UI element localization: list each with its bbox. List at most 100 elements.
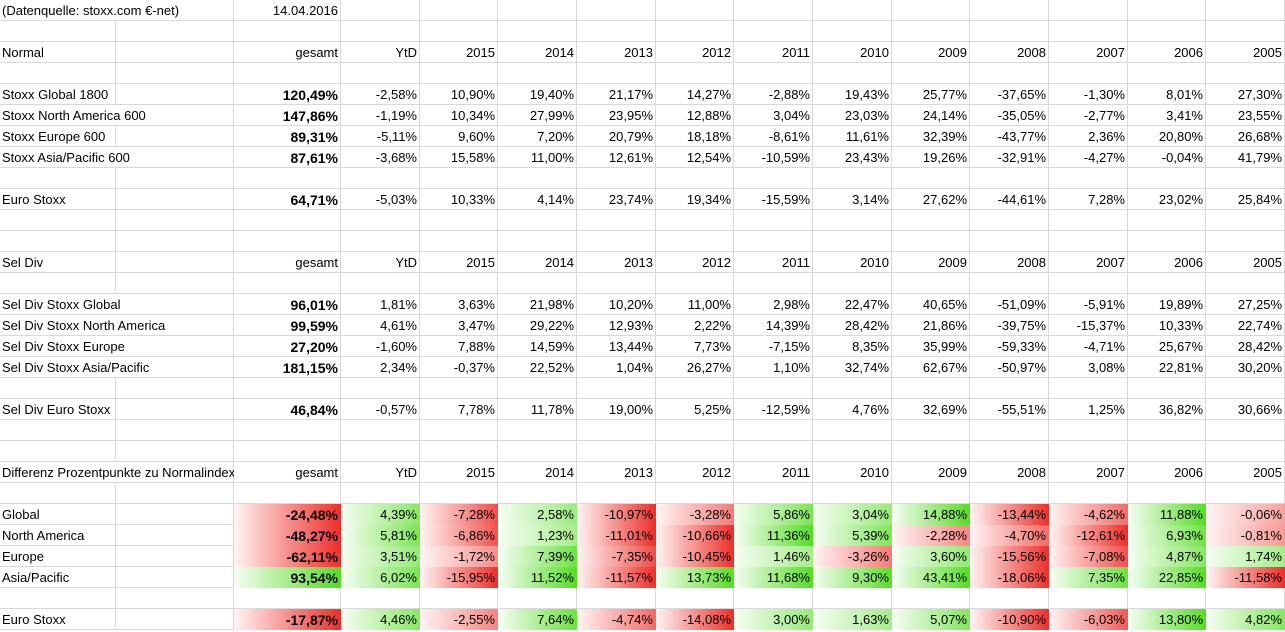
cell-2012[interactable]: -3,28% — [656, 504, 734, 525]
empty-cell[interactable] — [498, 441, 577, 462]
empty-cell[interactable] — [656, 273, 734, 294]
cell-2005[interactable]: 23,55% — [1206, 105, 1285, 126]
cell-2013[interactable]: 20,79% — [577, 126, 656, 147]
empty-cell[interactable] — [577, 483, 656, 504]
empty-cell[interactable] — [341, 168, 420, 189]
col-header-2012[interactable]: 2012 — [656, 252, 734, 273]
cell-2005[interactable]: 4,82% — [1206, 609, 1285, 630]
empty-cell[interactable] — [813, 273, 892, 294]
empty-cell[interactable] — [420, 588, 498, 609]
empty-cell[interactable] — [734, 420, 813, 441]
cell-2013[interactable]: -7,35% — [577, 546, 656, 567]
empty-cell[interactable] — [734, 588, 813, 609]
col-header-YtD[interactable]: YtD — [341, 42, 420, 63]
cell-gesamt[interactable]: 46,84% — [234, 399, 341, 420]
cell-2007[interactable]: -1,30% — [1049, 84, 1128, 105]
empty-cell[interactable] — [892, 441, 970, 462]
cell-2005[interactable]: -11,58% — [1206, 567, 1285, 588]
cell-2009[interactable]: 3,60% — [892, 546, 970, 567]
empty-cell[interactable] — [970, 210, 1049, 231]
empty-cell[interactable] — [813, 231, 892, 252]
cell-2012[interactable]: 13,73% — [656, 567, 734, 588]
empty-cell[interactable] — [234, 441, 341, 462]
empty-cell[interactable] — [341, 378, 420, 399]
empty-cell[interactable] — [1206, 378, 1285, 399]
cell-2009[interactable]: 14,88% — [892, 504, 970, 525]
cell-2007[interactable]: 7,28% — [1049, 189, 1128, 210]
empty-cell[interactable] — [970, 168, 1049, 189]
cell-2014[interactable]: 21,98% — [498, 294, 577, 315]
cell-YtD[interactable]: -1,60% — [341, 336, 420, 357]
cell-2014[interactable]: 1,23% — [498, 525, 577, 546]
cell-2009[interactable]: 21,86% — [892, 315, 970, 336]
col-header-2006[interactable]: 2006 — [1128, 252, 1206, 273]
cell-2012[interactable]: 26,27% — [656, 357, 734, 378]
cell-2013[interactable]: -11,01% — [577, 525, 656, 546]
empty-cell[interactable] — [234, 420, 341, 441]
empty-cell[interactable] — [1128, 0, 1206, 21]
empty-cell[interactable] — [656, 441, 734, 462]
cell-gesamt[interactable]: 27,20% — [234, 336, 341, 357]
cell-2014[interactable]: 7,20% — [498, 126, 577, 147]
empty-cell[interactable] — [656, 231, 734, 252]
cell-2015[interactable]: 9,60% — [420, 126, 498, 147]
col-header-2011[interactable]: 2011 — [734, 42, 813, 63]
empty-cell[interactable] — [970, 483, 1049, 504]
empty-cell[interactable] — [656, 483, 734, 504]
empty-cell[interactable] — [420, 483, 498, 504]
col-header-2010[interactable]: 2010 — [813, 252, 892, 273]
empty-cell[interactable] — [1049, 63, 1128, 84]
cell-YtD[interactable]: -3,68% — [341, 147, 420, 168]
empty-cell[interactable] — [577, 21, 656, 42]
empty-cell[interactable] — [1049, 441, 1128, 462]
empty-cell[interactable] — [420, 441, 498, 462]
empty-cell[interactable] — [734, 441, 813, 462]
cell-2013[interactable]: 10,20% — [577, 294, 656, 315]
cell-2009[interactable]: 32,39% — [892, 126, 970, 147]
cell-2013[interactable]: 21,17% — [577, 84, 656, 105]
empty-label-cell[interactable] — [0, 420, 234, 441]
row-label[interactable]: Stoxx Asia/Pacific 600 — [0, 147, 234, 168]
empty-cell[interactable] — [1206, 588, 1285, 609]
empty-cell[interactable] — [892, 168, 970, 189]
empty-cell[interactable] — [577, 210, 656, 231]
cell-2007[interactable]: -6,03% — [1049, 609, 1128, 630]
empty-cell[interactable] — [892, 378, 970, 399]
cell-2007[interactable]: -15,37% — [1049, 315, 1128, 336]
empty-cell[interactable] — [234, 210, 341, 231]
empty-cell[interactable] — [234, 21, 341, 42]
cell-2009[interactable]: 62,67% — [892, 357, 970, 378]
empty-cell[interactable] — [498, 0, 577, 21]
empty-cell[interactable] — [1128, 378, 1206, 399]
empty-cell[interactable] — [498, 420, 577, 441]
empty-cell[interactable] — [970, 0, 1049, 21]
cell-2015[interactable]: -0,37% — [420, 357, 498, 378]
empty-cell[interactable] — [341, 588, 420, 609]
cell-2007[interactable]: -4,71% — [1049, 336, 1128, 357]
col-header-2009[interactable]: 2009 — [892, 252, 970, 273]
cell-2006[interactable]: 25,67% — [1128, 336, 1206, 357]
col-header-2014[interactable]: 2014 — [498, 252, 577, 273]
col-header-YtD[interactable]: YtD — [341, 462, 420, 483]
empty-cell[interactable] — [970, 21, 1049, 42]
empty-cell[interactable] — [892, 63, 970, 84]
cell-2009[interactable]: 19,26% — [892, 147, 970, 168]
empty-cell[interactable] — [1128, 21, 1206, 42]
cell-2009[interactable]: 32,69% — [892, 399, 970, 420]
empty-cell[interactable] — [234, 378, 341, 399]
empty-cell[interactable] — [813, 0, 892, 21]
col-header-2008[interactable]: 2008 — [970, 462, 1049, 483]
cell-2014[interactable]: 7,64% — [498, 609, 577, 630]
cell-gesamt[interactable]: 99,59% — [234, 315, 341, 336]
empty-cell[interactable] — [234, 231, 341, 252]
empty-label-cell[interactable] — [0, 483, 234, 504]
col-header-2009[interactable]: 2009 — [892, 42, 970, 63]
empty-cell[interactable] — [892, 21, 970, 42]
empty-cell[interactable] — [420, 21, 498, 42]
empty-cell[interactable] — [892, 483, 970, 504]
empty-cell[interactable] — [577, 378, 656, 399]
cell-2011[interactable]: 11,36% — [734, 525, 813, 546]
empty-cell[interactable] — [577, 231, 656, 252]
cell-2007[interactable]: 3,08% — [1049, 357, 1128, 378]
empty-cell[interactable] — [892, 420, 970, 441]
